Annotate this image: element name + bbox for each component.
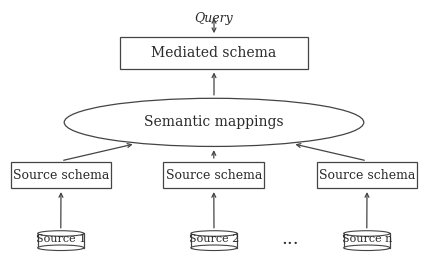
Ellipse shape [191,231,237,236]
Text: Source n: Source n [342,234,392,244]
Text: Source schema: Source schema [13,169,109,182]
Ellipse shape [64,98,364,146]
Bar [344,233,390,248]
Bar [38,233,84,248]
Text: ...: ... [282,230,299,248]
Text: Source 1: Source 1 [36,234,86,244]
Bar [163,162,264,188]
Text: Source schema: Source schema [319,169,415,182]
Bar [120,37,308,69]
Ellipse shape [38,231,84,236]
Ellipse shape [344,245,390,251]
Bar [191,233,237,248]
Bar [11,162,111,188]
Text: Semantic mappings: Semantic mappings [144,116,284,129]
Ellipse shape [38,245,84,251]
Text: Source 2: Source 2 [189,234,239,244]
Ellipse shape [344,231,390,236]
Text: Source schema: Source schema [166,169,262,182]
Text: Mediated schema: Mediated schema [152,46,276,60]
Bar [317,162,417,188]
Text: Query: Query [195,12,233,25]
Ellipse shape [191,245,237,251]
